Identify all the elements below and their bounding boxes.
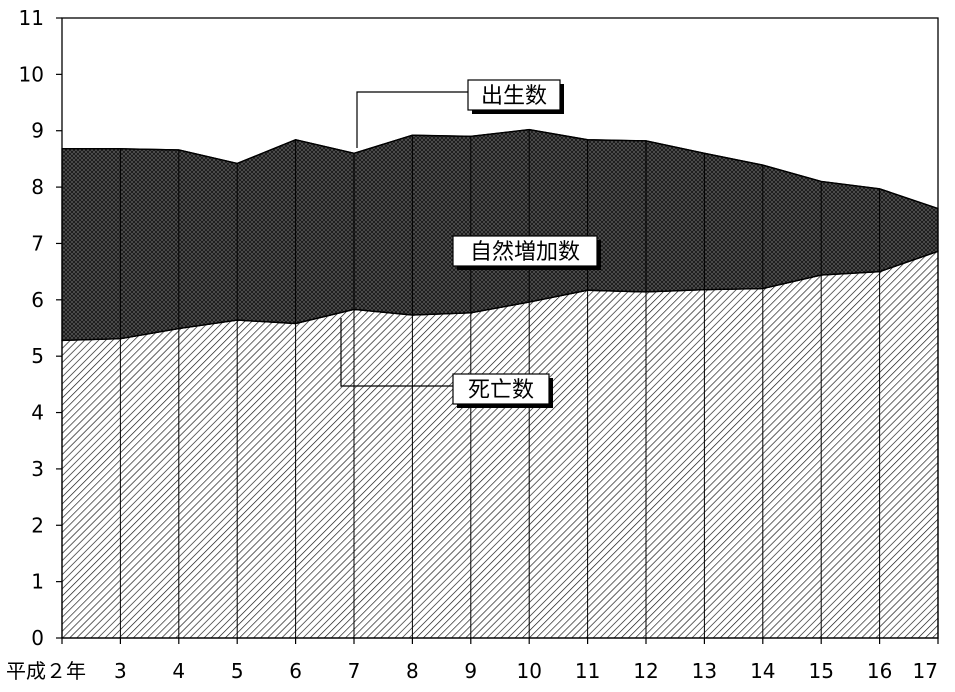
y-tick-label: 7 [31, 231, 44, 255]
annotation-natural-increase-box [452, 235, 598, 267]
x-tick-label: 16 [867, 659, 892, 683]
y-tick-label: 9 [31, 119, 44, 143]
y-tick-label: 6 [31, 288, 44, 312]
annotation-deaths-leader [340, 318, 453, 387]
x-tick-label: 平成２年 [6, 659, 86, 683]
annotation-births-leader [356, 91, 468, 148]
line-births [62, 128, 939, 210]
x-tick-label: 17 [913, 659, 938, 683]
x-tick-label: 3 [114, 659, 127, 683]
x-tick-label: 7 [348, 659, 361, 683]
x-tick-label: 8 [406, 659, 419, 683]
x-tick-label: 13 [692, 659, 717, 683]
annotation-births-box [467, 79, 561, 111]
x-tick-label: 10 [516, 659, 541, 683]
annotation-natural-increase-label: 自然増加数 [470, 240, 580, 265]
y-tick-label: 8 [31, 175, 44, 199]
y-tick-label: 3 [31, 457, 44, 481]
x-tick-label: 11 [575, 659, 600, 683]
y-tick-label: 11 [19, 6, 44, 30]
y-tick-label: 2 [31, 513, 44, 537]
x-tick-label: 9 [464, 659, 477, 683]
x-tick-label: 5 [231, 659, 244, 683]
x-tick-label: 15 [808, 659, 833, 683]
annotation-births-label: 出生数 [481, 84, 547, 109]
y-tick-label: 0 [31, 626, 44, 650]
y-tick-label: 4 [31, 401, 44, 425]
annotation-deaths-label: 死亡数 [468, 378, 534, 403]
x-tick-label: 12 [633, 659, 658, 683]
y-tick-label: 5 [31, 344, 44, 368]
plot-frame [61, 17, 939, 639]
y-tick-label: 10 [19, 62, 44, 86]
x-tick-label: 14 [750, 659, 775, 683]
line-deaths [61, 250, 939, 342]
y-tick-label: 1 [31, 570, 44, 594]
x-tick-label: 4 [172, 659, 185, 683]
annotation-deaths-box [452, 373, 550, 405]
x-tick-label: 6 [289, 659, 302, 683]
